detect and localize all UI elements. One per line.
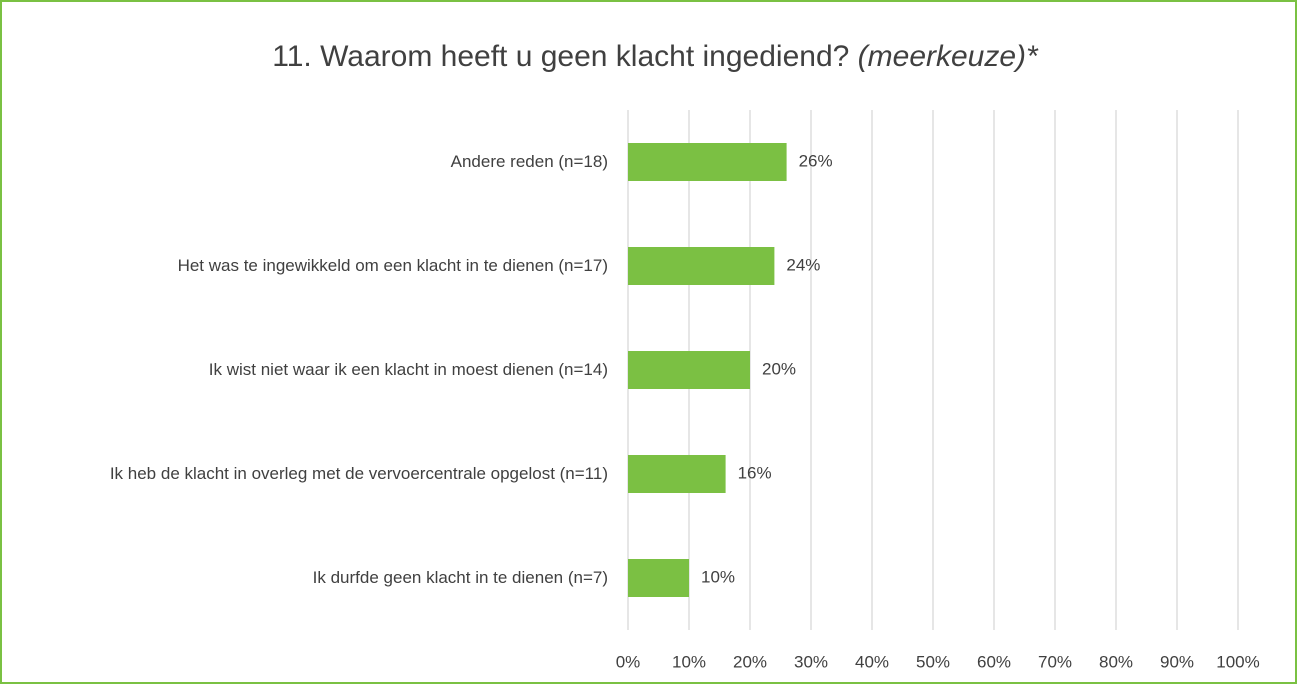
title-main: 11. Waarom heeft u geen klacht ingediend… bbox=[272, 40, 849, 73]
y-tick-label: Ik durfde geen klacht in te dienen (n=7) bbox=[312, 567, 608, 587]
y-tick-label-box: Andere reden (n=18) bbox=[450, 151, 608, 171]
x-tick-label: 50% bbox=[916, 652, 950, 671]
data-label: 20% bbox=[762, 359, 796, 378]
y-tick-label-box: Het was te ingewikkeld om een klacht in … bbox=[177, 255, 608, 275]
y-tick-label: Het was te ingewikkeld om een klacht in … bbox=[177, 255, 608, 275]
bar bbox=[628, 247, 775, 285]
y-tick-label: Andere reden (n=18) bbox=[450, 151, 608, 171]
y-tick-label: Ik wist niet waar ik een klacht in moest… bbox=[208, 359, 608, 379]
x-tick-label: 20% bbox=[733, 652, 767, 671]
x-tick-label: 60% bbox=[977, 652, 1011, 671]
data-label: 16% bbox=[738, 463, 772, 482]
y-tick-label-box: Ik wist niet waar ik een klacht in moest… bbox=[208, 359, 608, 379]
x-tick-label: 10% bbox=[672, 652, 706, 671]
data-label: 10% bbox=[701, 567, 735, 586]
x-tick-label: 80% bbox=[1099, 652, 1133, 671]
x-tick-label: 70% bbox=[1038, 652, 1072, 671]
bar bbox=[628, 351, 750, 389]
title-note: (meerkeuze)* bbox=[858, 40, 1039, 73]
x-tick-label: 30% bbox=[794, 652, 828, 671]
x-tick-label: 100% bbox=[1216, 652, 1259, 671]
bar bbox=[628, 559, 689, 597]
chart-title: 11. Waarom heeft u geen klacht ingediend… bbox=[272, 40, 1039, 73]
data-label: 24% bbox=[786, 255, 820, 274]
y-tick-label-box: Ik heb de klacht in overleg met de vervo… bbox=[109, 463, 608, 483]
x-tick-label: 0% bbox=[616, 652, 641, 671]
x-tick-label: 40% bbox=[855, 652, 889, 671]
x-tick-label: 90% bbox=[1160, 652, 1194, 671]
y-tick-label: Ik heb de klacht in overleg met de vervo… bbox=[109, 463, 608, 483]
y-tick-label-box: Ik durfde geen klacht in te dienen (n=7) bbox=[312, 567, 608, 587]
bar bbox=[628, 143, 787, 181]
bar bbox=[628, 455, 726, 493]
data-label: 26% bbox=[799, 151, 833, 170]
